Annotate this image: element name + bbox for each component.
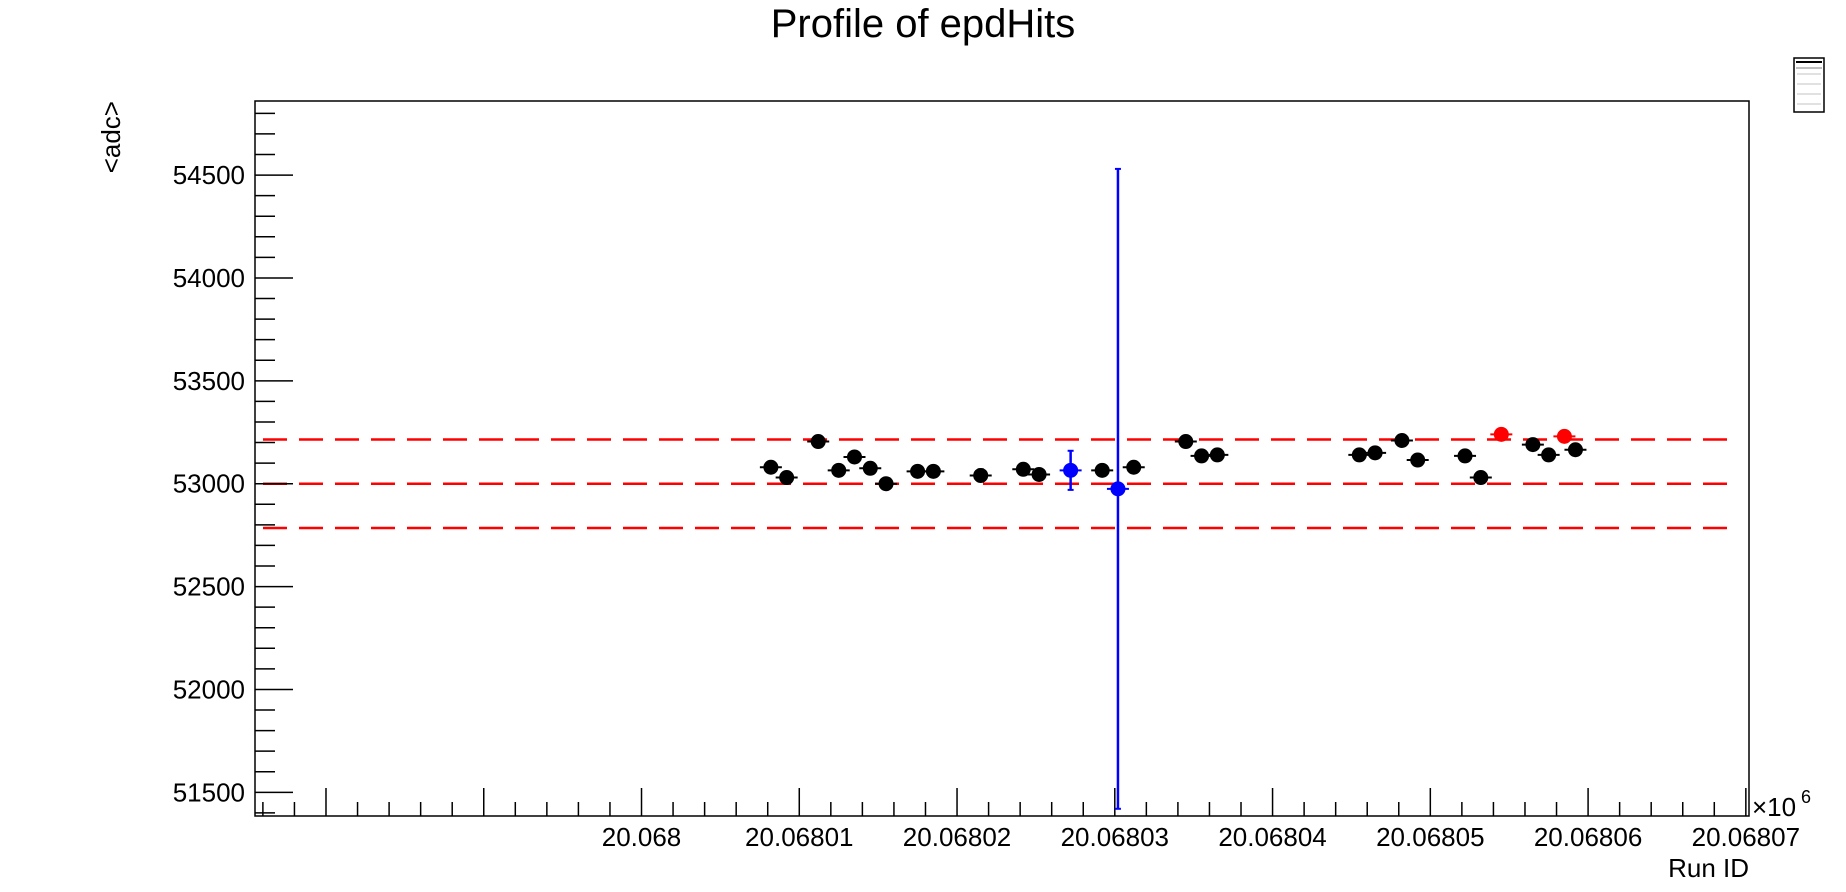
reference-lines — [263, 438, 1739, 530]
x-tick-label: 20.06806 — [1534, 822, 1642, 852]
y-tick-label: 52500 — [173, 572, 245, 602]
data-point — [1457, 448, 1473, 464]
data-point — [831, 462, 847, 478]
data-point — [779, 470, 795, 486]
x-axis: 20.068 20.06801 20.06802 20.06803 20.06804 20… — [262, 788, 1800, 852]
y-axis-label: <adc> — [96, 101, 126, 173]
y-axis: 51500 52000 52500 53000 53500 54000 54500 — [173, 112, 293, 814]
y-tick-label: 54000 — [173, 263, 245, 293]
data-points — [759, 167, 1587, 810]
y-tick-label: 53500 — [173, 366, 245, 396]
y-tick-label: 54500 — [173, 160, 245, 190]
data-point — [1410, 452, 1426, 468]
data-point — [1473, 470, 1489, 486]
data-point — [1493, 426, 1509, 442]
data-point — [1351, 447, 1367, 463]
x-axis-label: Run ID — [1668, 853, 1749, 883]
data-point — [1394, 432, 1410, 448]
data-point — [910, 463, 926, 479]
x-tick-label: 20.06804 — [1218, 822, 1326, 852]
x-tick-label: 20.06805 — [1376, 822, 1484, 852]
y-tick-label: 51500 — [173, 777, 245, 807]
x-exponent: ×10 6 — [1752, 787, 1811, 822]
data-point — [1178, 434, 1194, 450]
data-point — [1541, 447, 1557, 463]
chart-title: Profile of epdHits — [771, 2, 1076, 46]
data-point — [878, 476, 894, 492]
x-exponent-base: ×10 — [1752, 792, 1796, 822]
data-point — [810, 434, 826, 450]
plot-frame — [254, 100, 1750, 817]
y-tick-label: 52000 — [173, 674, 245, 704]
x-tick-label: 20.06803 — [1061, 822, 1169, 852]
data-point — [1031, 466, 1047, 482]
data-point — [1525, 437, 1541, 453]
data-point — [1567, 442, 1583, 458]
x-tick-label: 20.06801 — [745, 822, 853, 852]
data-point — [1094, 462, 1110, 478]
data-point — [1209, 447, 1225, 463]
data-point — [763, 459, 779, 475]
data-point — [846, 449, 862, 465]
data-point — [1194, 448, 1210, 464]
stats-box[interactable] — [1793, 57, 1825, 113]
x-exponent-power: 6 — [1801, 787, 1811, 807]
data-point — [1556, 428, 1572, 444]
x-tick-label: 20.06802 — [903, 822, 1011, 852]
x-tick-label: 20.06807 — [1692, 822, 1800, 852]
data-point — [1063, 462, 1079, 478]
data-point — [1367, 445, 1383, 461]
data-point — [1015, 461, 1031, 477]
data-point — [1110, 481, 1126, 497]
data-point — [1126, 459, 1142, 475]
data-point — [973, 467, 989, 483]
data-point — [862, 460, 878, 476]
y-tick-label: 53000 — [173, 469, 245, 499]
x-tick-label: 20.068 — [602, 822, 682, 852]
data-point — [925, 463, 941, 479]
